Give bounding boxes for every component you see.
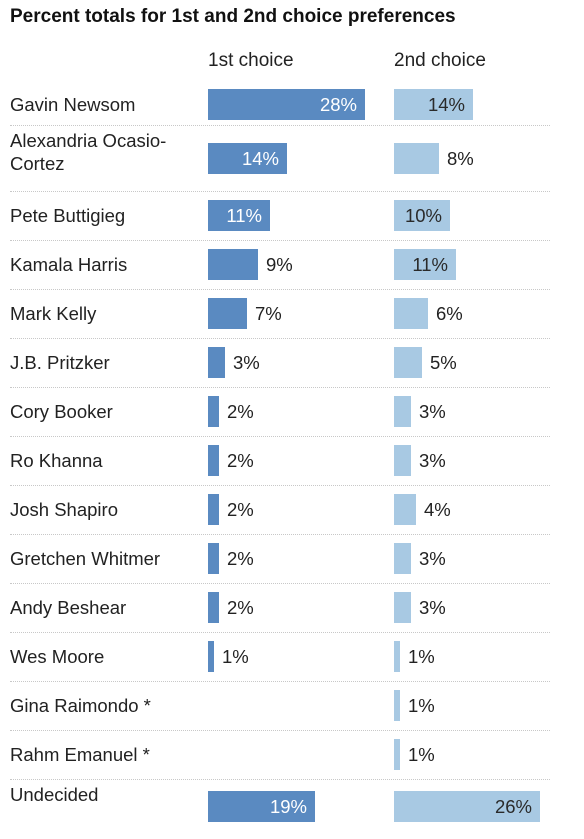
category-label: Cory Booker bbox=[10, 400, 205, 423]
second-choice-value-label: 11% bbox=[394, 249, 448, 280]
second-choice-value-label: 4% bbox=[424, 494, 451, 525]
row-josh-shapiro: Josh Shapiro 2% 4% bbox=[10, 485, 550, 535]
category-label: Gavin Newsom bbox=[10, 93, 205, 116]
category-label: Rahm Emanuel * bbox=[10, 743, 205, 766]
second-choice-value-label: 3% bbox=[419, 396, 446, 427]
row-gavin-newsom: Gavin Newsom 28% 14% bbox=[10, 83, 550, 126]
category-label: Ro Khanna bbox=[10, 449, 205, 472]
category-label: Pete Buttigieg bbox=[10, 204, 205, 227]
first-choice-bar bbox=[208, 396, 219, 427]
category-label: Gretchen Whitmer bbox=[10, 547, 205, 570]
second-choice-bar bbox=[394, 143, 439, 174]
first-choice-value-label: 2% bbox=[227, 543, 254, 574]
second-choice-value-label: 3% bbox=[419, 592, 446, 623]
category-label: Undecided bbox=[10, 783, 205, 806]
category-label: Gina Raimondo * bbox=[10, 694, 205, 717]
category-label: Alexandria Ocasio-Cortez bbox=[10, 129, 195, 175]
first-choice-bar bbox=[208, 641, 214, 672]
first-choice-bar bbox=[208, 347, 225, 378]
second-choice-bar bbox=[394, 347, 422, 378]
category-label: Mark Kelly bbox=[10, 302, 205, 325]
first-choice-value-label: 2% bbox=[227, 592, 254, 623]
first-choice-bar bbox=[208, 249, 258, 280]
row-j-b-pritzker: J.B. Pritzker 3% 5% bbox=[10, 338, 550, 388]
first-choice-value-label: 7% bbox=[255, 298, 282, 329]
second-choice-value-label: 3% bbox=[419, 445, 446, 476]
first-choice-value-label: 19% bbox=[208, 791, 307, 822]
second-choice-value-label: 10% bbox=[394, 200, 442, 231]
first-choice-value-label: 28% bbox=[208, 89, 357, 120]
second-choice-value-label: 26% bbox=[394, 791, 532, 822]
row-alexandria-ocasio-cortez: Alexandria Ocasio-Cortez 14% 8% bbox=[10, 125, 550, 192]
row-pete-buttigieg: Pete Buttigieg 11% 10% bbox=[10, 191, 550, 241]
second-choice-value-label: 1% bbox=[408, 641, 435, 672]
row-andy-beshear: Andy Beshear 2% 3% bbox=[10, 583, 550, 633]
second-choice-bar bbox=[394, 641, 400, 672]
first-choice-value-label: 2% bbox=[227, 445, 254, 476]
first-choice-value-label: 3% bbox=[233, 347, 260, 378]
row-kamala-harris: Kamala Harris 9% 11% bbox=[10, 240, 550, 290]
first-choice-bar bbox=[208, 494, 219, 525]
first-choice-value-label: 14% bbox=[208, 143, 279, 174]
second-choice-bar bbox=[394, 690, 400, 721]
category-label: J.B. Pritzker bbox=[10, 351, 205, 374]
first-choice-bar bbox=[208, 543, 219, 574]
second-choice-value-label: 1% bbox=[408, 690, 435, 721]
second-choice-bar bbox=[394, 396, 411, 427]
first-choice-value-label: 9% bbox=[266, 249, 293, 280]
row-gretchen-whitmer: Gretchen Whitmer 2% 3% bbox=[10, 534, 550, 584]
second-choice-bar bbox=[394, 543, 411, 574]
second-choice-bar bbox=[394, 445, 411, 476]
row-rahm-emanuel: Rahm Emanuel * 1% bbox=[10, 730, 550, 780]
second-choice-bar bbox=[394, 592, 411, 623]
second-choice-value-label: 1% bbox=[408, 739, 435, 770]
row-gina-raimondo: Gina Raimondo * 1% bbox=[10, 681, 550, 731]
category-label: Andy Beshear bbox=[10, 596, 205, 619]
second-choice-value-label: 14% bbox=[394, 89, 465, 120]
row-wes-moore: Wes Moore 1% 1% bbox=[10, 632, 550, 682]
row-mark-kelly: Mark Kelly 7% 6% bbox=[10, 289, 550, 339]
first-choice-value-label: 1% bbox=[222, 641, 249, 672]
row-ro-khanna: Ro Khanna 2% 3% bbox=[10, 436, 550, 486]
category-label: Wes Moore bbox=[10, 645, 205, 668]
first-choice-bar bbox=[208, 592, 219, 623]
second-choice-bar bbox=[394, 298, 428, 329]
first-choice-bar bbox=[208, 445, 219, 476]
row-cory-booker: Cory Booker 2% 3% bbox=[10, 387, 550, 437]
category-label: Josh Shapiro bbox=[10, 498, 205, 521]
second-choice-bar bbox=[394, 739, 400, 770]
row-undecided: Undecided 19% 26% bbox=[10, 779, 550, 833]
second-choice-value-label: 5% bbox=[430, 347, 457, 378]
second-choice-bar bbox=[394, 494, 416, 525]
second-choice-value-label: 6% bbox=[436, 298, 463, 329]
category-label: Kamala Harris bbox=[10, 253, 205, 276]
second-choice-value-label: 8% bbox=[447, 143, 474, 174]
first-choice-value-label: 2% bbox=[227, 494, 254, 525]
second-choice-value-label: 3% bbox=[419, 543, 446, 574]
first-choice-bar bbox=[208, 298, 247, 329]
first-choice-value-label: 2% bbox=[227, 396, 254, 427]
first-choice-value-label: 11% bbox=[208, 200, 262, 231]
